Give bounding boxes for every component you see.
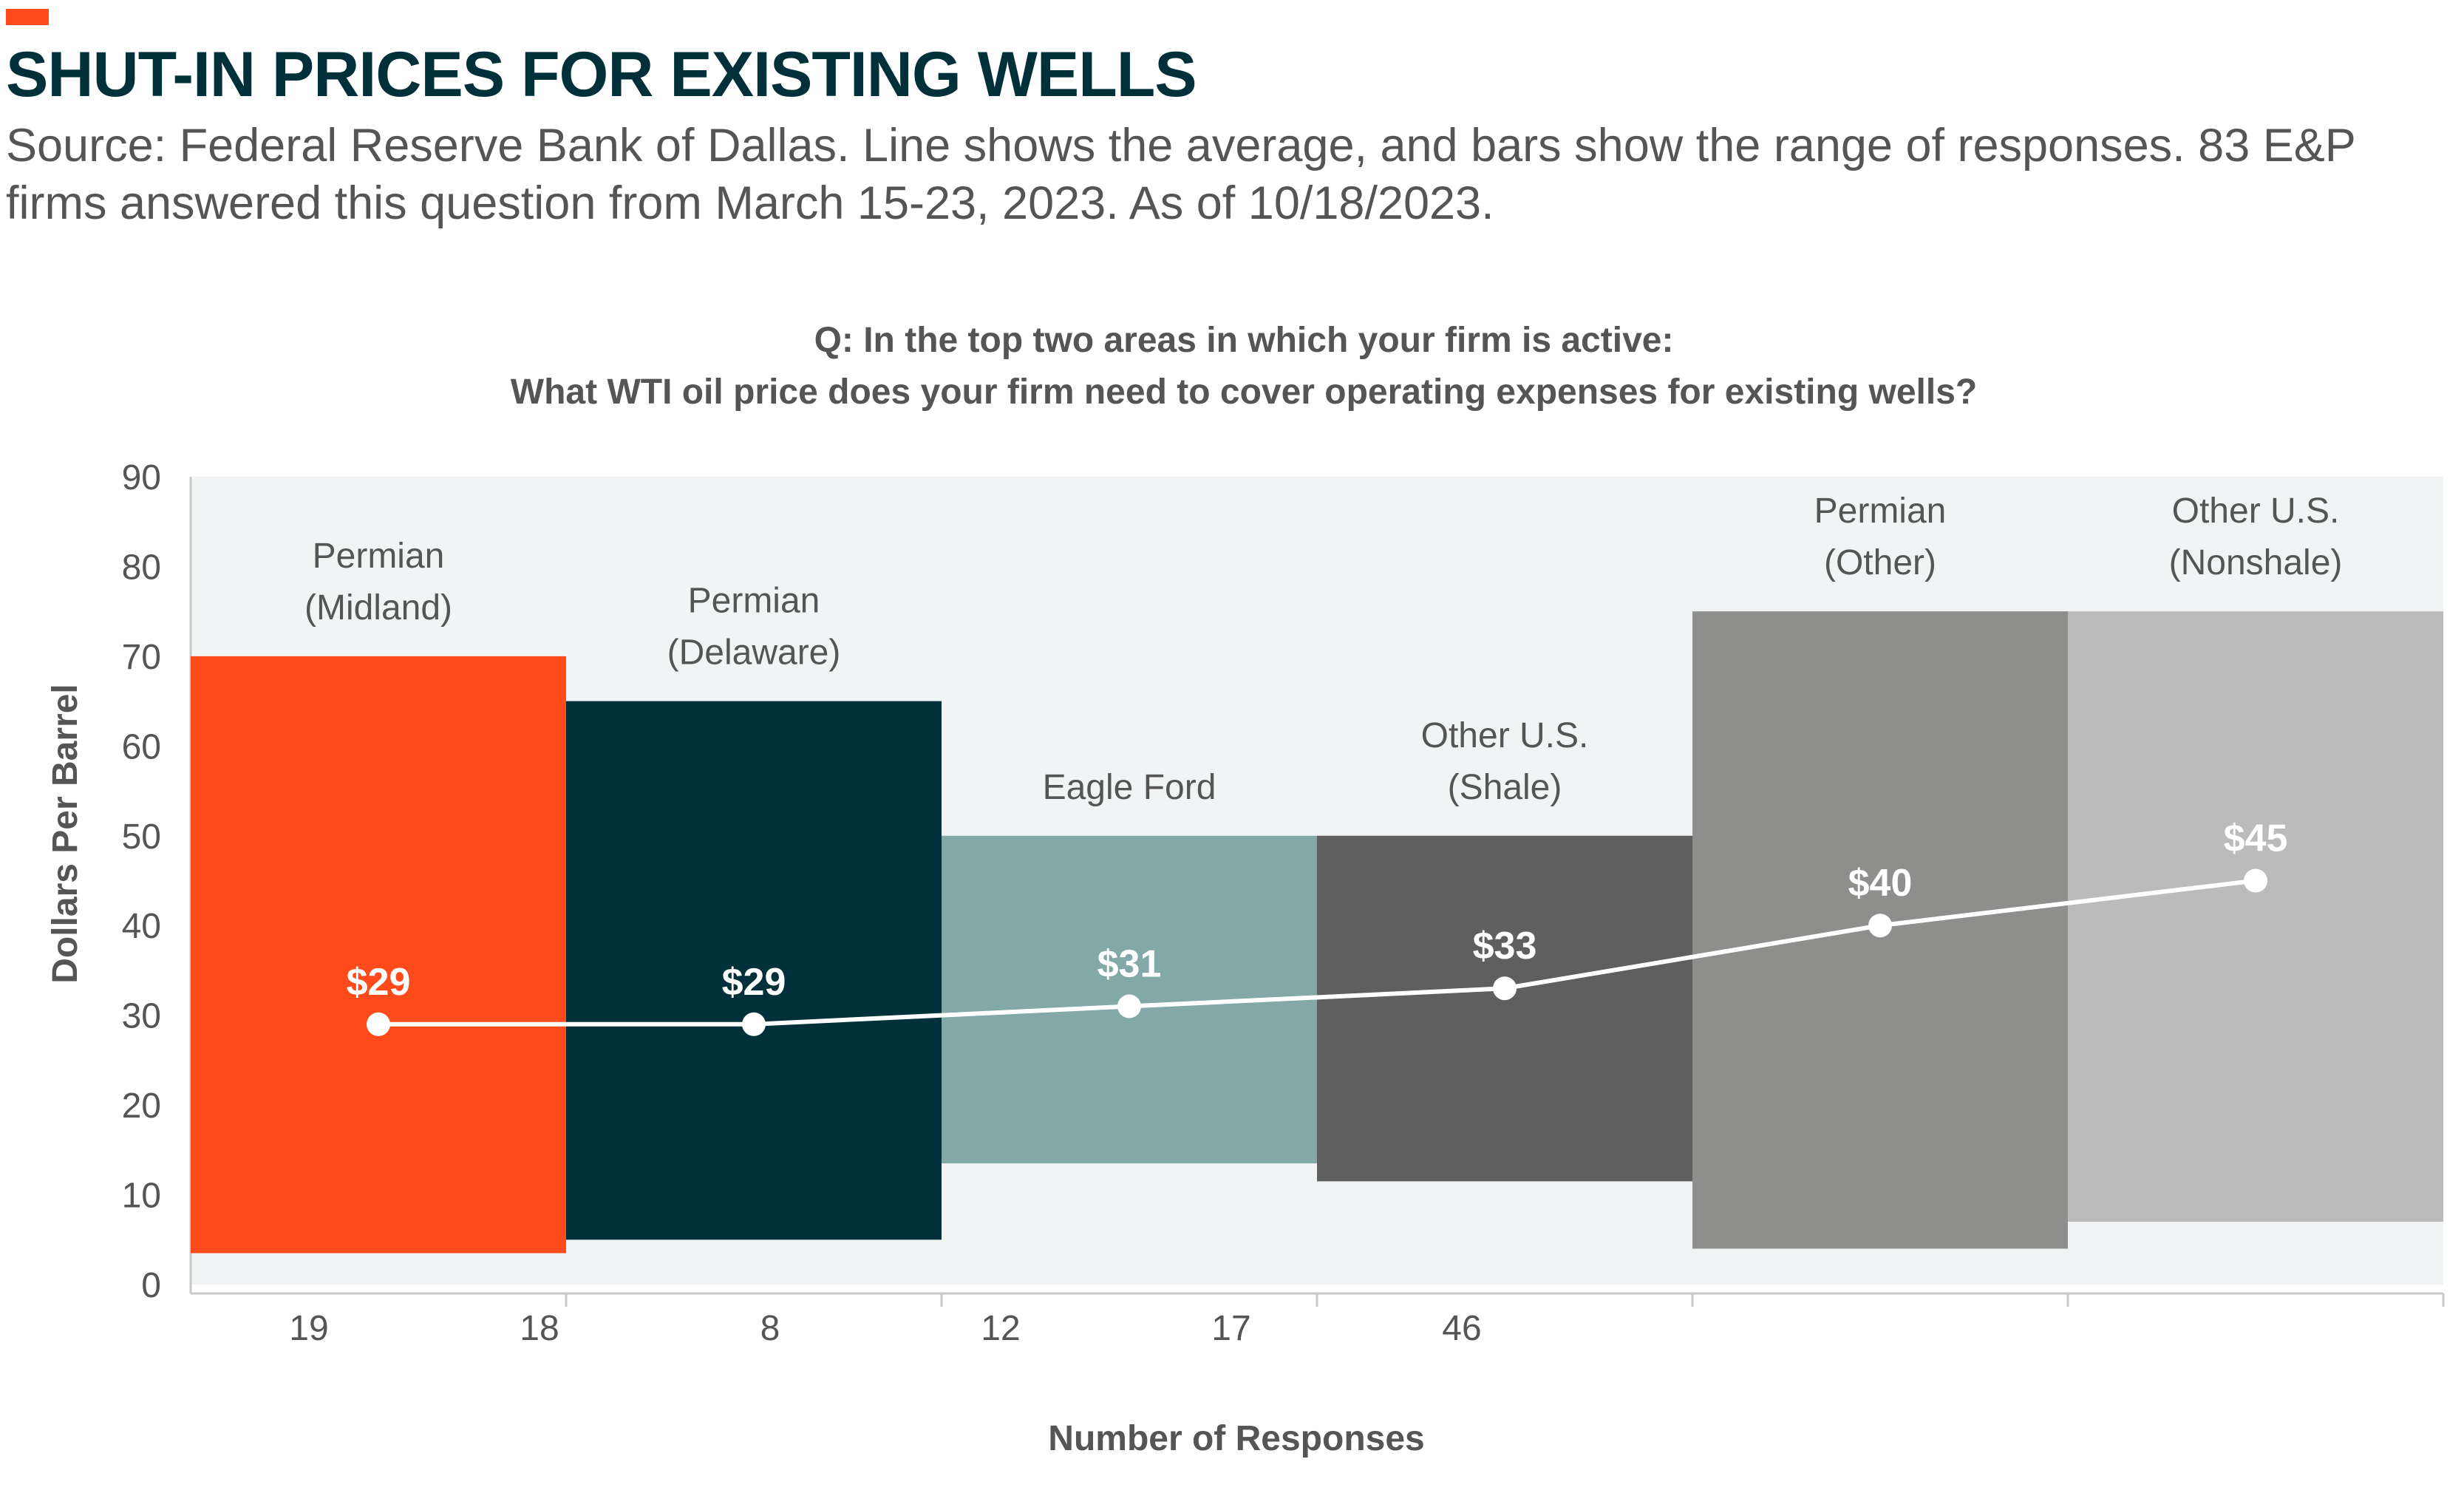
average-data-label: $45 <box>2224 817 2288 860</box>
y-tick-label: 50 <box>122 817 161 857</box>
page-title: SHUT-IN PRICES FOR EXISTING WELLS <box>6 39 1197 110</box>
response-count-label: 18 <box>520 1309 559 1348</box>
plot-area: 0 10 20 30 40 50 60 70 80 90 Permian (Midland) Permi… <box>122 458 2445 1348</box>
response-count-label: 12 <box>981 1309 1020 1348</box>
category-label: Permian <box>1814 492 1947 531</box>
response-count-label: 46 <box>1442 1309 1481 1348</box>
category-label: Other U.S. <box>1421 716 1589 755</box>
average-data-label: $31 <box>1097 943 1162 986</box>
category-label: Eagle Ford <box>1043 768 1216 807</box>
average-data-label: $29 <box>347 961 411 1004</box>
range-bar <box>191 656 566 1254</box>
category-label: Permian <box>313 537 445 576</box>
average-data-label: $40 <box>1848 862 1913 905</box>
y-tick-label: 30 <box>122 997 161 1036</box>
category-label: (Shale) <box>1448 768 1562 807</box>
average-data-label: $33 <box>1473 925 1537 967</box>
average-point <box>1868 914 1892 938</box>
page-subtitle: Source: Federal Reserve Bank of Dallas. … <box>6 120 2355 229</box>
average-point <box>367 1012 390 1036</box>
range-bar <box>566 701 942 1240</box>
accent-mark <box>6 9 49 25</box>
y-tick-label: 60 <box>122 727 161 766</box>
category-label: Other U.S. <box>2172 492 2340 531</box>
category-label: (Nonshale) <box>2169 543 2343 582</box>
category-label: Permian <box>688 582 820 621</box>
chart-question-line-2: What WTI oil price does your firm need t… <box>511 373 1977 412</box>
y-tick-label: 90 <box>122 458 161 497</box>
range-bar <box>1317 835 1692 1182</box>
average-point <box>742 1012 766 1036</box>
response-count-label: 17 <box>1211 1309 1250 1348</box>
y-tick-label: 0 <box>141 1266 161 1305</box>
average-point <box>1493 976 1517 1001</box>
average-point <box>2244 868 2267 893</box>
average-data-label: $29 <box>722 961 786 1004</box>
y-tick-label: 20 <box>122 1086 161 1126</box>
y-axis-title: Dollars Per Barrel <box>46 684 85 984</box>
average-line <box>378 878 2256 1027</box>
category-label: (Midland) <box>304 588 452 628</box>
chart-question-line-1: Q: In the top two areas in which your fi… <box>814 321 1674 360</box>
y-tick-label: 70 <box>122 638 161 677</box>
y-tick-label: 40 <box>122 907 161 946</box>
category-label: (Other) <box>1824 543 1936 582</box>
y-tick-label: 80 <box>122 548 161 587</box>
range-bar <box>2068 611 2443 1222</box>
response-count-label: 8 <box>760 1309 780 1348</box>
average-point <box>1117 994 1141 1018</box>
y-tick-label: 10 <box>122 1177 161 1216</box>
response-count-label: 19 <box>289 1309 328 1348</box>
category-label: (Delaware) <box>667 633 841 673</box>
x-axis-title: Number of Responses <box>1048 1419 1424 1458</box>
